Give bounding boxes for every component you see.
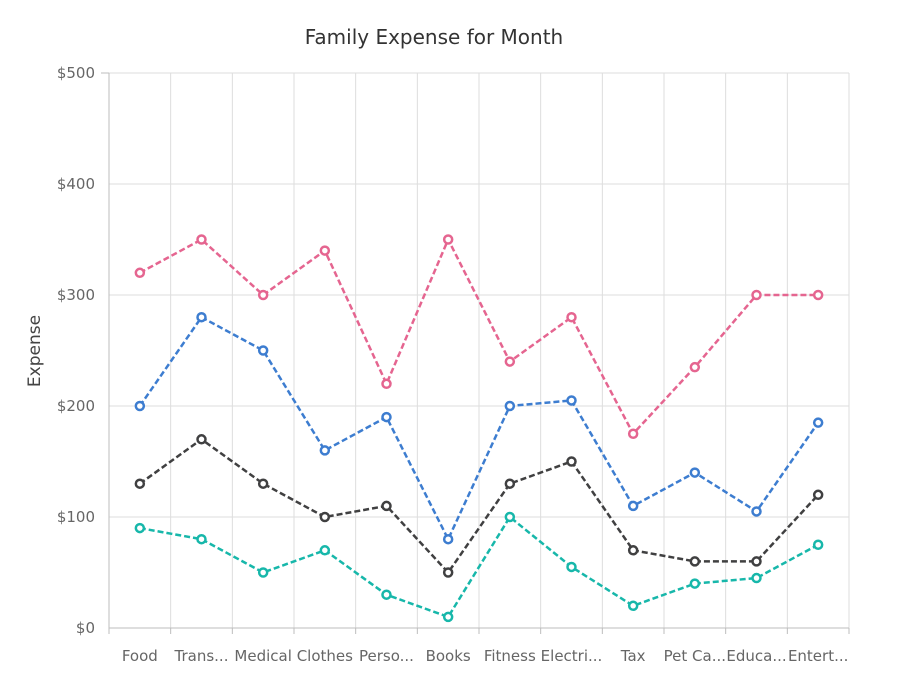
- data-point[interactable]: [259, 569, 267, 577]
- data-point[interactable]: [506, 402, 514, 410]
- data-point[interactable]: [753, 507, 761, 515]
- data-point[interactable]: [629, 546, 637, 554]
- data-point[interactable]: [136, 524, 144, 532]
- y-tick-label: $500: [57, 64, 95, 82]
- x-tick-label: Perso...: [359, 647, 414, 665]
- data-point[interactable]: [629, 602, 637, 610]
- data-point[interactable]: [444, 535, 452, 543]
- data-point[interactable]: [753, 574, 761, 582]
- data-point[interactable]: [753, 557, 761, 565]
- data-point[interactable]: [321, 513, 329, 521]
- x-tick-label: Medical: [234, 647, 291, 665]
- data-point[interactable]: [198, 313, 206, 321]
- data-point[interactable]: [444, 613, 452, 621]
- x-tick-label: Tax: [620, 647, 646, 665]
- data-point[interactable]: [198, 535, 206, 543]
- x-tick-label: Clothes: [297, 647, 353, 665]
- data-point[interactable]: [383, 413, 391, 421]
- x-tick-label: Entert...: [788, 647, 848, 665]
- y-axis-ticks: $0 $100 $200 $300 $400 $500: [57, 64, 95, 637]
- data-point[interactable]: [568, 563, 576, 571]
- data-point[interactable]: [383, 502, 391, 510]
- data-point[interactable]: [259, 347, 267, 355]
- y-tick-label: $200: [57, 397, 95, 415]
- y-tick-label: $0: [76, 619, 95, 637]
- data-point[interactable]: [629, 430, 637, 438]
- y-tick-label: $100: [57, 508, 95, 526]
- data-point[interactable]: [259, 291, 267, 299]
- data-point[interactable]: [198, 435, 206, 443]
- data-point[interactable]: [383, 380, 391, 388]
- y-tick-label: $400: [57, 175, 95, 193]
- data-point[interactable]: [321, 247, 329, 255]
- data-point[interactable]: [691, 580, 699, 588]
- data-point[interactable]: [321, 446, 329, 454]
- x-tick-label: Fitness: [484, 647, 536, 665]
- x-tick-label: Trans...: [174, 647, 229, 665]
- x-tick-label: Electri...: [541, 647, 603, 665]
- data-point[interactable]: [814, 541, 822, 549]
- data-point[interactable]: [753, 291, 761, 299]
- data-point[interactable]: [444, 236, 452, 244]
- data-point[interactable]: [321, 546, 329, 554]
- data-point[interactable]: [691, 469, 699, 477]
- x-tick-label: Books: [426, 647, 471, 665]
- data-point[interactable]: [814, 491, 822, 499]
- data-point[interactable]: [136, 480, 144, 488]
- data-point[interactable]: [506, 480, 514, 488]
- data-point[interactable]: [691, 363, 699, 371]
- data-point[interactable]: [444, 569, 452, 577]
- data-point[interactable]: [506, 513, 514, 521]
- x-tick-label: Pet Ca...: [664, 647, 726, 665]
- x-axis-ticks: Food Trans... Medical Clothes Perso... Books F…: [122, 647, 849, 665]
- data-point[interactable]: [136, 402, 144, 410]
- data-point[interactable]: [691, 557, 699, 565]
- grid-lines: [109, 73, 849, 628]
- data-point[interactable]: [814, 419, 822, 427]
- data-point[interactable]: [198, 236, 206, 244]
- data-point[interactable]: [259, 480, 267, 488]
- data-point[interactable]: [568, 396, 576, 404]
- data-point[interactable]: [136, 269, 144, 277]
- axes: [101, 73, 849, 634]
- data-point[interactable]: [568, 458, 576, 466]
- y-tick-label: $300: [57, 286, 95, 304]
- chart-title: Family Expense for Month: [305, 25, 564, 49]
- data-point[interactable]: [629, 502, 637, 510]
- data-point[interactable]: [814, 291, 822, 299]
- data-point[interactable]: [506, 358, 514, 366]
- data-point[interactable]: [383, 591, 391, 599]
- x-tick-label: Food: [122, 647, 158, 665]
- y-axis-label: Expense: [25, 315, 45, 387]
- x-tick-label: Educa...: [726, 647, 786, 665]
- data-point[interactable]: [568, 313, 576, 321]
